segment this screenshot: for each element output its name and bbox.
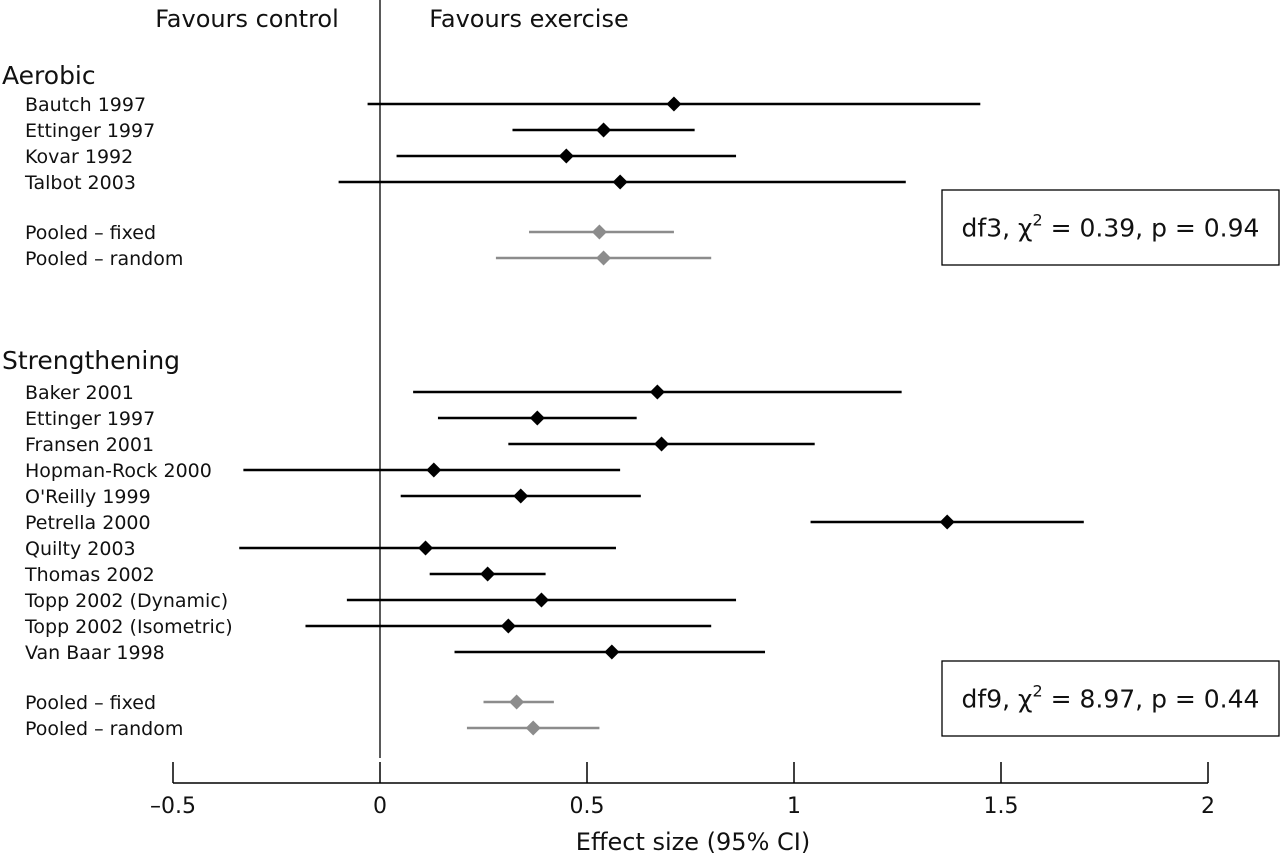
pooled-row-estimate [525,720,541,736]
study-row: Hopman-Rock 2000 [25,460,621,482]
x-tick-label: 0 [373,794,387,819]
x-axis-label: Effect size (95% CI) [576,828,810,856]
study-row-estimate [654,436,670,452]
heterogeneity-p: 0.94 [1204,214,1260,243]
study-row-estimate [533,592,549,608]
study-row: Kovar 1992 [25,146,737,168]
study-row: Van Baar 1998 [25,642,766,664]
study-row-estimate [604,644,620,660]
favours-control-label: Favours control [155,5,339,33]
study-row: Ettinger 1997 [25,408,637,430]
study-row: O'Reilly 1999 [25,486,641,508]
pooled-row: Pooled – fixed [25,222,674,244]
study-row: Thomas 2002 [24,564,546,586]
x-tick-label: –0.5 [150,794,196,819]
heterogeneity-boxes: df3, χ2 = 0.39, p = 0.94 df9, χ2 = 8.97, … [941,189,1280,737]
pooled-row-label: Pooled – random [25,248,183,270]
study-row: Quilty 2003 [25,538,616,560]
study-row-estimate [480,566,496,582]
study-row-estimate [529,410,545,426]
study-row-estimate [558,148,574,164]
x-tick-label: 1.5 [984,794,1019,819]
study-row-label: Quilty 2003 [25,538,136,560]
study-row-estimate [426,462,442,478]
pooled-row: Pooled – fixed [25,692,554,714]
study-row-label: Petrella 2000 [25,512,151,534]
group-heading: Aerobic [2,61,96,90]
study-row-label: O'Reilly 1999 [25,486,151,508]
heterogeneity-chi2: 8.97 [1080,685,1136,714]
study-row-estimate [939,514,955,530]
study-rows: Aerobic Bautch 1997 Ettinger 1997 Kovar 199… [2,61,1084,740]
study-row-label: Baker 2001 [25,382,134,404]
study-row: Fransen 2001 [25,434,815,456]
study-row: Talbot 2003 [24,172,906,194]
study-row-estimate [666,96,682,112]
x-axis-ticks: –0.5 0 0.5 1 1.5 2 [150,762,1215,819]
study-row: Topp 2002 (Isometric) [24,616,712,638]
study-row-label: Ettinger 1997 [25,120,155,142]
study-row-estimate [612,174,628,190]
pooled-row-estimate [596,250,612,266]
study-row: Topp 2002 (Dynamic) [24,590,737,612]
x-tick-label: 0.5 [570,794,605,819]
study-row-label: Ettinger 1997 [25,408,155,430]
study-row-estimate [649,384,665,400]
study-row-label: Van Baar 1998 [25,642,165,664]
study-row-label: Thomas 2002 [24,564,155,586]
study-row-label: Bautch 1997 [25,94,146,116]
pooled-row-label: Pooled – fixed [25,692,156,714]
study-row-label: Fransen 2001 [25,434,154,456]
heterogeneity-df: df3 [962,214,1003,243]
study-row: Baker 2001 [25,382,902,404]
heterogeneity-text: df9, χ2 = 8.97, p = 0.44 [962,682,1260,714]
x-axis: –0.5 0 0.5 1 1.5 2 [150,762,1215,819]
pooled-row: Pooled – random [25,248,712,270]
group-heading: Strengthening [2,346,180,375]
favours-exercise-label: Favours exercise [429,5,628,33]
study-row-label: Topp 2002 (Dynamic) [24,590,228,612]
heterogeneity-df: df9 [962,685,1003,714]
heterogeneity-chi2: 0.39 [1080,214,1136,243]
study-row-estimate [418,540,434,556]
study-row-label: Kovar 1992 [25,146,133,168]
heterogeneity-box: df3, χ2 = 0.39, p = 0.94 [941,189,1280,266]
study-row: Petrella 2000 [25,512,1084,534]
heterogeneity-box-frame [941,189,1280,266]
study-row-estimate [513,488,529,504]
study-row-label: Talbot 2003 [24,172,136,194]
pooled-row-estimate [591,224,607,240]
study-row-estimate [596,122,612,138]
pooled-row-estimate [509,694,525,710]
heterogeneity-box-frame [941,660,1280,737]
pooled-row-label: Pooled – random [25,718,183,740]
pooled-row-label: Pooled – fixed [25,222,156,244]
study-row-label: Hopman-Rock 2000 [25,460,212,482]
heterogeneity-p: 0.44 [1204,685,1260,714]
x-tick-label: 2 [1201,794,1215,819]
heterogeneity-text: df3, χ2 = 0.39, p = 0.94 [962,211,1260,243]
pooled-row: Pooled – random [25,718,600,740]
study-row: Bautch 1997 [25,94,981,116]
study-row: Ettinger 1997 [25,120,695,142]
study-row-label: Topp 2002 (Isometric) [24,616,233,638]
x-tick-label: 1 [787,794,801,819]
study-row-estimate [500,618,516,634]
heterogeneity-box: df9, χ2 = 8.97, p = 0.44 [941,660,1280,737]
